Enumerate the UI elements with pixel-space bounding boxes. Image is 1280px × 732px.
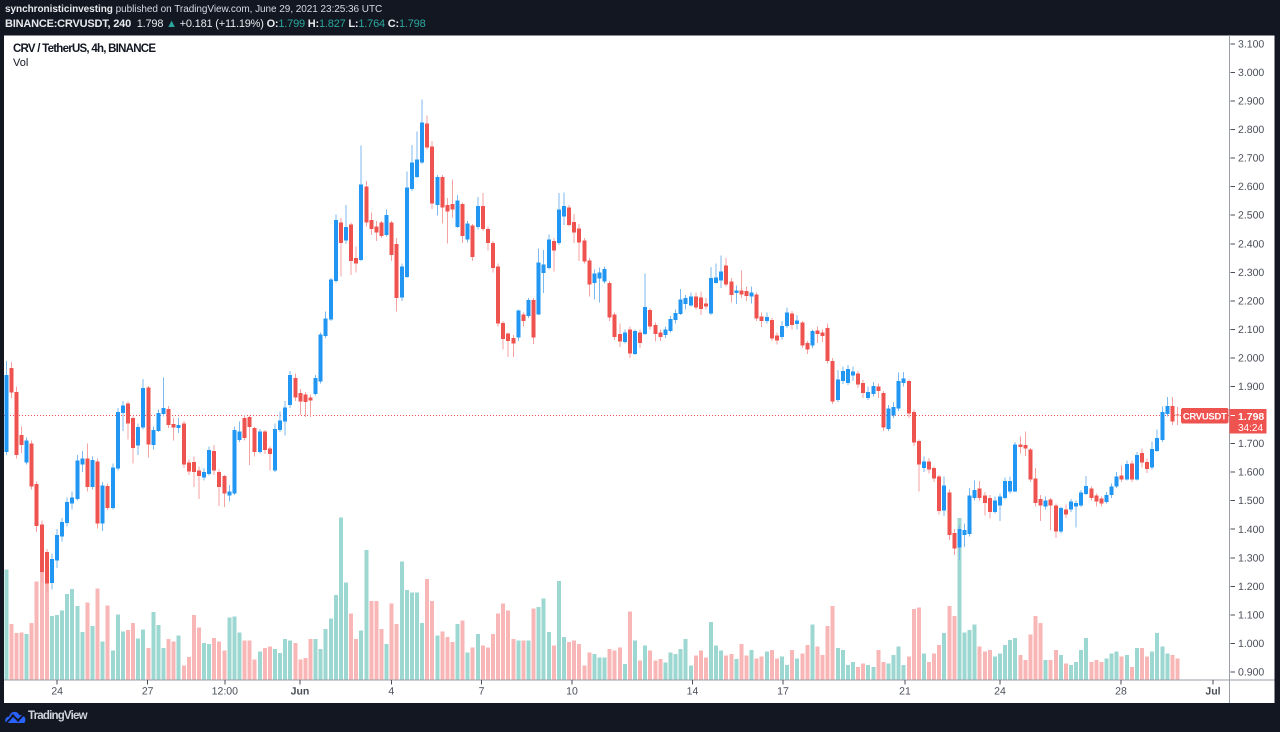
svg-text:2.400: 2.400 — [1238, 238, 1264, 250]
svg-text:1.300: 1.300 — [1238, 552, 1264, 564]
svg-text:CRV / TetherUS, 4h, BINANCE: CRV / TetherUS, 4h, BINANCE — [13, 43, 156, 55]
svg-text:2.300: 2.300 — [1238, 267, 1264, 279]
svg-text:1.500: 1.500 — [1238, 495, 1264, 507]
svg-text:1.000: 1.000 — [1238, 638, 1264, 650]
svg-text:34:24: 34:24 — [1238, 423, 1263, 434]
svg-text:1.600: 1.600 — [1238, 467, 1264, 479]
svg-text:21: 21 — [899, 686, 911, 698]
svg-text:10: 10 — [566, 686, 578, 698]
svg-text:1.100: 1.100 — [1238, 609, 1264, 621]
svg-text:24: 24 — [51, 686, 63, 698]
svg-text:Jul: Jul — [1205, 686, 1220, 698]
svg-text:14: 14 — [687, 686, 699, 698]
svg-text:CRVUSDT: CRVUSDT — [1183, 411, 1227, 422]
svg-text:7: 7 — [479, 686, 485, 698]
svg-text:3.000: 3.000 — [1238, 67, 1264, 79]
svg-text:1.200: 1.200 — [1238, 581, 1264, 593]
svg-text:17: 17 — [777, 686, 789, 698]
svg-text:2.800: 2.800 — [1238, 124, 1264, 136]
svg-text:2.500: 2.500 — [1238, 210, 1264, 222]
svg-text:Vol: Vol — [13, 57, 28, 69]
svg-text:2.600: 2.600 — [1238, 181, 1264, 193]
svg-text:2.700: 2.700 — [1238, 153, 1264, 165]
svg-text:0.900: 0.900 — [1238, 667, 1264, 679]
svg-text:28: 28 — [1115, 686, 1127, 698]
svg-text:1.400: 1.400 — [1238, 524, 1264, 536]
svg-text:2.900: 2.900 — [1238, 96, 1264, 108]
svg-text:12:00: 12:00 — [212, 686, 238, 698]
svg-text:1.900: 1.900 — [1238, 381, 1264, 393]
svg-text:1.700: 1.700 — [1238, 438, 1264, 450]
svg-text:27: 27 — [142, 686, 154, 698]
svg-text:4: 4 — [388, 686, 394, 698]
svg-text:2.000: 2.000 — [1238, 353, 1264, 365]
svg-text:Jun: Jun — [291, 686, 310, 698]
svg-text:2.100: 2.100 — [1238, 324, 1264, 336]
svg-text:1.798: 1.798 — [1238, 411, 1264, 423]
svg-text:24: 24 — [994, 686, 1006, 698]
svg-text:3.100: 3.100 — [1238, 38, 1264, 50]
svg-text:2.200: 2.200 — [1238, 295, 1264, 307]
